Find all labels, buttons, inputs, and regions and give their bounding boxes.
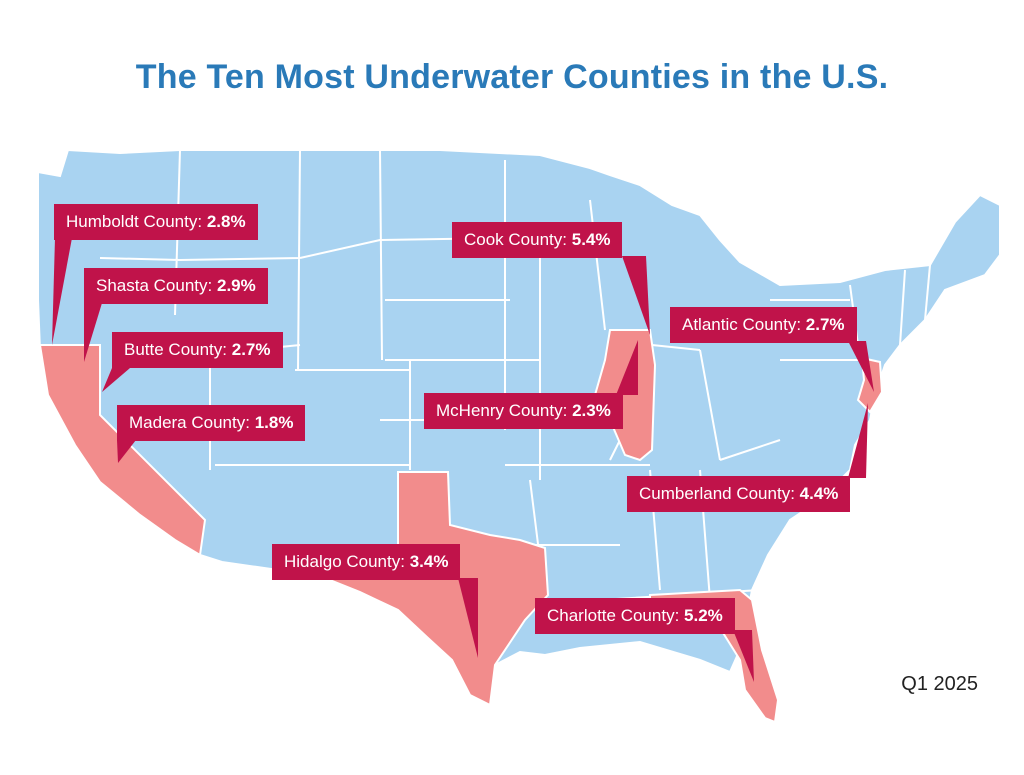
hidalgo-pointer <box>458 578 478 658</box>
humboldt-pointer <box>52 238 72 345</box>
callout-shasta-county: Shasta County: 2.9% <box>84 268 268 304</box>
county-name: Atlantic County: <box>682 315 802 334</box>
butte-pointer <box>102 368 130 392</box>
county-value: 5.2% <box>684 606 723 625</box>
map-title: The Ten Most Underwater Counties in the … <box>135 58 889 96</box>
county-name: Charlotte County: <box>547 606 680 625</box>
shasta-pointer <box>84 303 102 362</box>
callout-charlotte-county: Charlotte County: 5.2% <box>535 598 735 634</box>
county-name: Hidalgo County: <box>284 552 405 571</box>
county-name: Cumberland County: <box>639 484 795 503</box>
callout-humboldt-county: Humboldt County: 2.8% <box>54 204 258 240</box>
atlantic-pointer <box>848 341 874 392</box>
county-name: Cook County: <box>464 230 567 249</box>
callout-atlantic-county: Atlantic County: 2.7% <box>670 307 857 343</box>
county-name: Butte County: <box>124 340 228 359</box>
county-value: 2.7% <box>805 315 845 334</box>
callout-mchenry-county: McHenry County: 2.3% <box>424 393 623 429</box>
callout-butte-county: Butte County: 2.7% <box>112 332 283 368</box>
callout-cook-county: Cook County: 5.4% <box>452 222 623 258</box>
cook-pointer <box>622 256 650 335</box>
county-value: 1.8% <box>254 413 294 432</box>
county-value: 3.4% <box>409 552 449 571</box>
county-name: Madera County: <box>129 413 250 432</box>
county-value: 2.8% <box>206 212 246 231</box>
cumberland-pointer <box>848 403 868 478</box>
county-value: 2.3% <box>572 401 611 420</box>
mchenry-pointer <box>616 340 638 395</box>
county-value: 2.7% <box>231 340 271 359</box>
texas-highlight <box>328 471 550 707</box>
callout-hidalgo-county: Hidalgo County: 3.4% <box>272 544 461 580</box>
county-value: 2.9% <box>216 276 256 295</box>
county-value: 4.4% <box>799 484 839 503</box>
callout-pointers <box>52 238 874 682</box>
period-label: Q1 2025 <box>901 673 978 695</box>
madera-pointer <box>117 440 136 463</box>
callout-cumberland-county: Cumberland County: 4.4% <box>627 476 851 512</box>
county-name: McHenry County: <box>436 401 568 420</box>
county-name: Humboldt County: <box>66 212 203 231</box>
callout-madera-county: Madera County: 1.8% <box>117 405 306 441</box>
charlotte-pointer <box>733 630 754 682</box>
county-value: 5.4% <box>571 230 611 249</box>
county-name: Shasta County: <box>96 276 213 295</box>
